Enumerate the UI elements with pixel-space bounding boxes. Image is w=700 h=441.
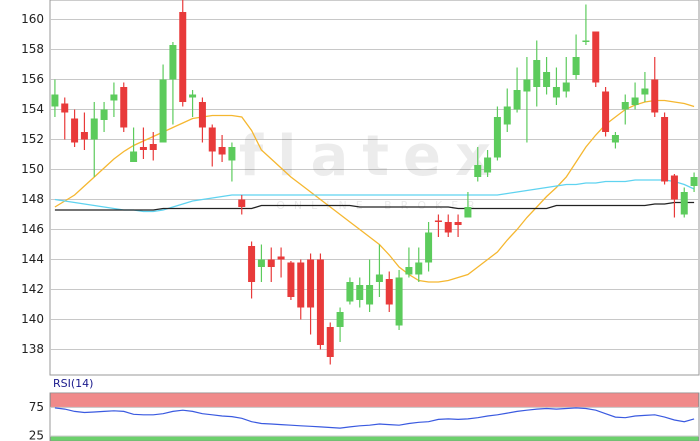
candle-body xyxy=(356,285,364,300)
candle-body xyxy=(208,127,216,152)
moving-average-line xyxy=(54,201,695,211)
rsi-title: RSI(14) xyxy=(53,377,93,390)
candle-body xyxy=(425,232,433,263)
candle-body xyxy=(326,327,334,357)
candle-body xyxy=(405,267,413,275)
candle-body xyxy=(159,79,167,143)
candle-body xyxy=(533,60,541,87)
candle-body xyxy=(198,102,206,128)
y-tick-label: 158 xyxy=(21,42,44,56)
candle-body xyxy=(651,79,659,113)
candle-body xyxy=(228,147,236,161)
candle-body xyxy=(444,222,452,233)
candle-body xyxy=(169,45,177,80)
watermark-subtitle: ONLINE BROKER xyxy=(276,199,484,212)
candle-body xyxy=(189,94,197,98)
zone-band xyxy=(50,435,699,441)
candle-body xyxy=(120,87,128,128)
candle-body xyxy=(641,88,649,95)
candle-body xyxy=(336,312,344,327)
candle-body xyxy=(80,132,88,140)
candle-body xyxy=(297,262,305,308)
y-tick-label: 154 xyxy=(21,102,44,116)
y-tick-label: 148 xyxy=(21,192,44,206)
candle-body xyxy=(670,175,678,200)
candle-body xyxy=(661,117,669,182)
candle-body xyxy=(139,147,147,150)
candle-body xyxy=(100,109,108,120)
candle-body xyxy=(179,12,187,102)
candle-body xyxy=(592,31,600,83)
moving-average-line xyxy=(54,179,695,213)
candle-body xyxy=(690,177,698,186)
candle-body xyxy=(464,207,472,218)
y-tick-label: 160 xyxy=(21,12,44,26)
candle-body xyxy=(602,91,610,132)
candle-body xyxy=(110,94,118,101)
candle-body xyxy=(71,118,79,143)
y-tick-label: 75 xyxy=(29,400,44,414)
y-tick-label: 138 xyxy=(21,342,44,356)
candle-body xyxy=(61,103,69,113)
candle-body xyxy=(149,144,157,150)
candle-body xyxy=(130,151,138,162)
candle-body xyxy=(582,40,590,42)
rsi-plot: 25 75 xyxy=(29,392,699,441)
y-tick-label: 142 xyxy=(21,282,44,296)
candle-body xyxy=(562,82,570,92)
candle-body xyxy=(307,259,315,308)
candle-body xyxy=(257,259,265,267)
candle-body xyxy=(572,57,580,75)
candle-body xyxy=(238,199,246,207)
candle-body xyxy=(51,94,59,107)
candle-body xyxy=(375,274,383,282)
candle-body xyxy=(493,117,501,158)
price-plot: 138 140 142 144 146 148 150 152 154 156 158 160 flat… xyxy=(21,0,699,365)
candle-body xyxy=(474,165,482,177)
y-tick-label: 25 xyxy=(29,429,44,441)
candle-body xyxy=(218,147,226,155)
y-tick-label: 140 xyxy=(21,312,44,326)
y-tick-label: 144 xyxy=(21,252,44,266)
candle-body xyxy=(621,102,629,110)
candle-body xyxy=(90,118,98,140)
y-tick-label: 150 xyxy=(21,162,44,176)
candle-body xyxy=(267,259,275,267)
candle-body xyxy=(415,262,423,275)
candle-body xyxy=(611,135,619,143)
y-tick-label: 146 xyxy=(21,222,44,236)
candle-body xyxy=(346,282,354,302)
candle-body xyxy=(503,106,511,125)
candle-body xyxy=(552,87,560,98)
candle-body xyxy=(248,246,256,282)
candle-body xyxy=(513,90,521,110)
candle-body xyxy=(680,192,688,215)
candle-body xyxy=(395,277,403,326)
candle-body xyxy=(287,262,295,297)
watermark: flatex xyxy=(239,124,505,189)
candle-body xyxy=(631,97,639,105)
candle-body xyxy=(454,222,462,225)
candle-body xyxy=(385,279,393,305)
candle-body xyxy=(316,259,324,345)
y-tick-label: 152 xyxy=(21,132,44,146)
price-panel xyxy=(49,0,700,376)
candle-body xyxy=(434,220,442,222)
y-tick-label: 156 xyxy=(21,72,44,86)
zone-band xyxy=(50,392,699,408)
candle-body xyxy=(277,256,285,260)
candle-body xyxy=(523,79,531,92)
rsi-line xyxy=(54,407,695,429)
candle-body xyxy=(484,157,492,173)
candle-body xyxy=(543,72,551,87)
candle-body xyxy=(366,285,374,305)
